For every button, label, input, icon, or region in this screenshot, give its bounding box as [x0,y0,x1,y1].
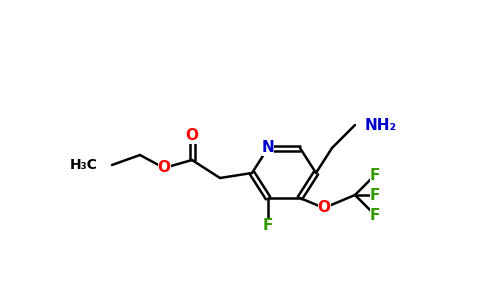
Text: F: F [263,218,273,232]
Text: H₃C: H₃C [70,158,98,172]
Text: F: F [370,188,380,202]
Text: F: F [370,167,380,182]
Text: NH₂: NH₂ [365,118,397,133]
Text: O: O [157,160,170,175]
Text: O: O [318,200,331,215]
Text: N: N [262,140,274,155]
Text: O: O [185,128,198,143]
Text: F: F [370,208,380,223]
